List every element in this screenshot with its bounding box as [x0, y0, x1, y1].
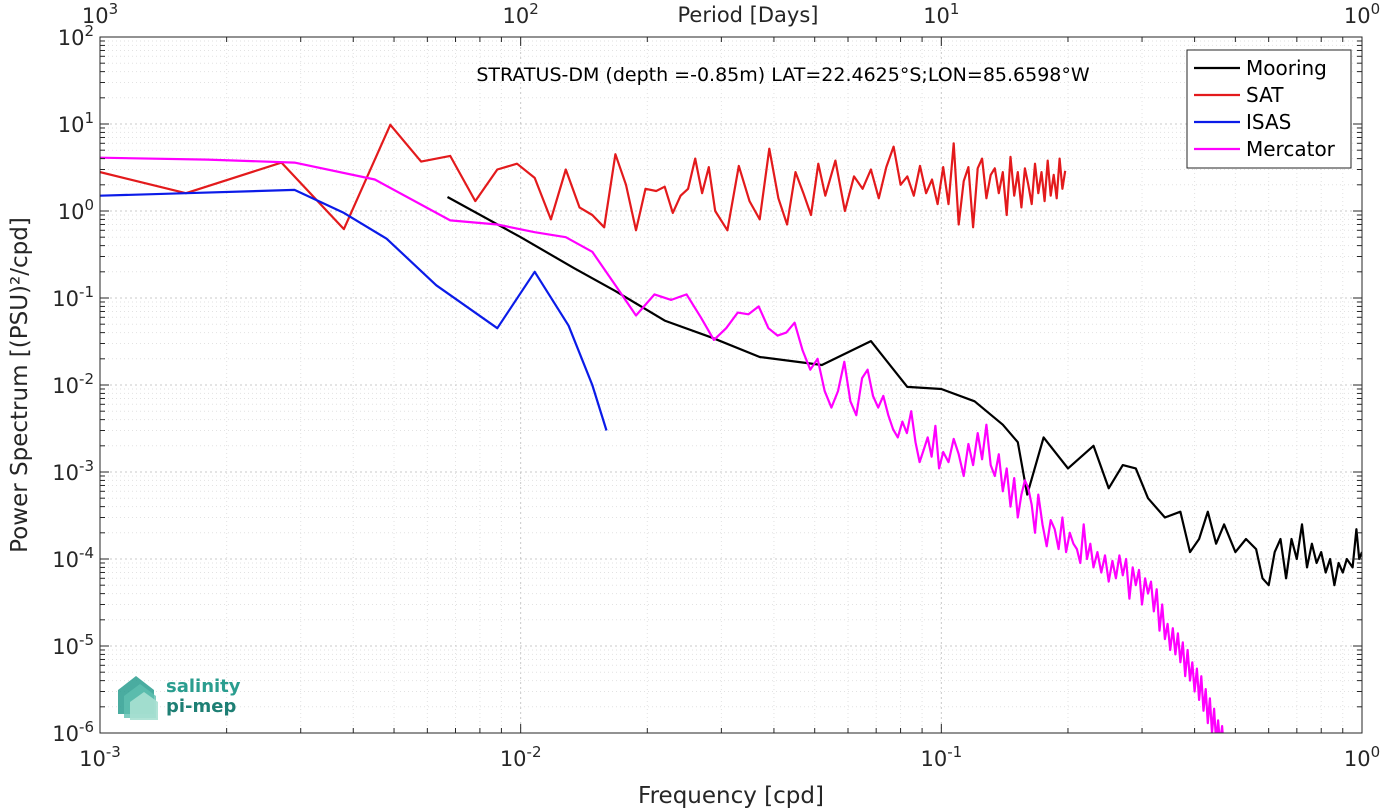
series-line-isas: [100, 188, 608, 431]
y-tick-label: 10-5: [52, 631, 94, 659]
y-tick-label: 10-3: [52, 457, 94, 485]
y-tick-label: 100: [58, 196, 94, 224]
series-line-mercator: [100, 156, 1224, 733]
top-tick-label: 100: [1344, 0, 1380, 28]
legend-label-mercator: Mercator: [1246, 137, 1336, 161]
series-line-sat: [100, 123, 1067, 232]
x-tick-label: 10-2: [500, 743, 542, 771]
logo-text-pi-mep: pi-mep: [166, 696, 236, 717]
y-tick-label: 10-2: [52, 370, 94, 398]
legend-label-sat: SAT: [1246, 83, 1284, 107]
x-tick-label: 100: [1344, 743, 1380, 771]
legend-label-mooring: Mooring: [1246, 56, 1327, 80]
series-layer: [100, 123, 1362, 733]
top-tick-label: 103: [82, 0, 118, 28]
top-axis-label: Period [Days]: [678, 3, 819, 27]
legend: Mooring SAT ISAS Mercator: [1186, 49, 1352, 169]
logo-text-salinity: salinity: [166, 676, 241, 697]
y-tick-label: 101: [58, 109, 94, 137]
top-tick-label: 101: [923, 0, 959, 28]
grid: [99, 37, 1362, 734]
y-tick-label: 10-1: [52, 283, 94, 311]
series-line-mooring: [446, 196, 1362, 587]
x-tick-label: 10-1: [920, 743, 962, 771]
salinity-pi-mep-logo: salinity pi-mep: [118, 676, 241, 720]
chart-title: STRATUS-DM (depth =-0.85m) LAT=22.4625°S…: [476, 64, 1090, 86]
y-tick-label: 10-6: [52, 718, 94, 746]
tick-marks: [99, 37, 1362, 734]
y-tick-label: 10-4: [52, 544, 94, 572]
top-tick-label: 102: [503, 0, 539, 28]
x-axis-label: Frequency [cpd]: [638, 783, 824, 809]
legend-label-isas: ISAS: [1246, 110, 1291, 134]
y-tick-label: 102: [58, 22, 94, 50]
x-tick-label: 10-3: [79, 743, 121, 771]
y-axis-label: Power Spectrum [(PSU)²/cpd]: [7, 217, 33, 553]
